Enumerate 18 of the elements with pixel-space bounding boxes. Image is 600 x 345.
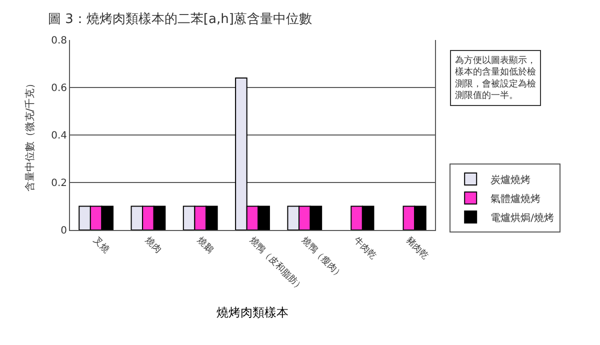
y-axis-title: 含量中位數（微克/千克） bbox=[24, 78, 36, 192]
legend-label: 炭爐燒烤 bbox=[490, 174, 531, 186]
x-tick-label: 燒肉 bbox=[142, 234, 164, 256]
chart-title: 圖 3：燒烤肉類樣本的二苯[a,h]蒽含量中位數 bbox=[48, 12, 312, 27]
x-tick-label: 豬肉乾 bbox=[404, 234, 430, 262]
legend-label: 氣體爐燒烤 bbox=[490, 192, 541, 205]
legend-label: 電爐烘焗/燒烤 bbox=[490, 212, 554, 224]
y-tick-label: 0.6 bbox=[51, 83, 67, 94]
x-tick-label: 燒鴨（瘦肉） bbox=[299, 234, 346, 281]
x-tick-label: 叉燒 bbox=[90, 234, 112, 256]
x-axis-title: 燒烤肉類樣本 bbox=[216, 305, 288, 320]
y-tick-label: 0.8 bbox=[51, 36, 67, 46]
x-tick-label: 燒鵝 bbox=[195, 234, 216, 256]
x-tick-label: 牛肉乾 bbox=[351, 234, 378, 262]
y-tick-label: 0 bbox=[60, 226, 67, 236]
y-tick-label: 0.2 bbox=[51, 178, 67, 189]
y-tick-label: 0.4 bbox=[51, 130, 67, 142]
text: 為方便以圖表顯示，樣本的含量如低於檢測限，會被設定為檢測限值的一半。 bbox=[455, 55, 536, 102]
